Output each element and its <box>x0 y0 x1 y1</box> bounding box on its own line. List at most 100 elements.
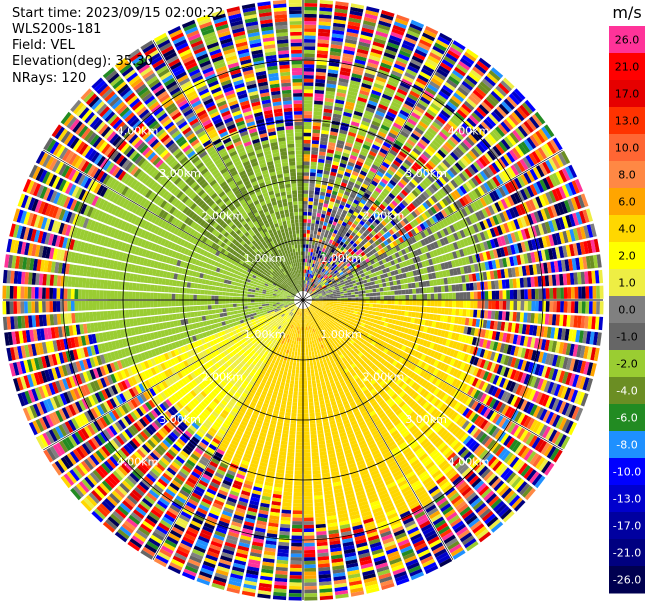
range-gate <box>430 77 443 87</box>
range-gate <box>322 301 327 303</box>
range-gate <box>406 194 414 202</box>
range-gate <box>457 144 467 154</box>
range-gate <box>450 151 459 161</box>
range-gate <box>444 285 449 292</box>
range-gate <box>313 114 322 120</box>
range-gate <box>303 161 310 166</box>
range-gate <box>319 220 324 226</box>
range-gate <box>347 253 353 258</box>
range-gate <box>336 256 341 262</box>
range-gate <box>412 294 417 300</box>
range-gate <box>423 287 427 294</box>
range-gate <box>383 300 388 305</box>
range-gate <box>366 173 374 180</box>
range-gate <box>447 120 458 130</box>
range-gate <box>358 189 365 196</box>
range-gate <box>316 234 320 240</box>
range-gate <box>372 221 378 228</box>
range-gate <box>343 148 351 155</box>
range-gate <box>335 199 341 205</box>
range-gate <box>363 16 377 24</box>
range-gate <box>316 212 321 218</box>
range-gate <box>351 223 357 229</box>
range-gate <box>404 36 417 45</box>
range-gate <box>386 135 395 143</box>
range-gate <box>304 575 317 579</box>
range-gate <box>350 310 354 314</box>
range-gate <box>365 220 372 227</box>
range-gate <box>345 250 350 256</box>
range-gate <box>303 132 311 137</box>
range-gate <box>331 224 336 230</box>
range-gate <box>427 300 431 307</box>
range-gate <box>338 254 343 259</box>
range-gate <box>304 28 316 33</box>
range-gate <box>380 97 391 104</box>
range-gate <box>331 40 343 46</box>
range-gate <box>463 300 467 308</box>
range-gate <box>348 196 354 202</box>
range-gate <box>337 85 348 91</box>
range-gate <box>358 41 371 48</box>
range-gate <box>310 226 315 231</box>
range-gate <box>452 69 464 80</box>
range-gate <box>303 316 305 320</box>
range-gate <box>303 255 306 259</box>
range-gate <box>335 234 340 240</box>
range-gate <box>360 240 366 246</box>
range-gate <box>409 192 417 200</box>
range-gate <box>354 308 359 312</box>
range-gate <box>438 131 448 141</box>
range-gate <box>342 56 354 63</box>
range-gate <box>303 370 307 374</box>
range-gate <box>481 138 492 149</box>
range-gate <box>394 17 409 26</box>
range-gate <box>396 14 410 23</box>
range-gate <box>570 301 575 313</box>
range-gate <box>402 175 410 184</box>
range-gate <box>329 301 334 304</box>
range-gate <box>358 202 365 208</box>
range-gate <box>324 166 331 172</box>
range-gate <box>422 190 430 199</box>
range-gate <box>345 187 352 193</box>
range-gate <box>397 290 402 295</box>
range-gate <box>337 169 345 175</box>
range-gate <box>340 295 345 298</box>
range-gate <box>465 48 479 59</box>
range-gate <box>531 301 536 312</box>
range-gate <box>361 82 372 90</box>
range-gate <box>491 310 496 320</box>
range-gate <box>484 135 494 147</box>
range-gate <box>327 149 335 154</box>
range-gate <box>331 248 336 254</box>
range-gate <box>445 293 449 300</box>
range-gate <box>406 96 417 105</box>
range-gate <box>365 9 379 17</box>
range-gate <box>523 312 528 323</box>
range-gate <box>368 238 375 245</box>
range-gate <box>378 283 383 288</box>
range-gate <box>322 278 326 282</box>
range-gate <box>437 149 447 159</box>
range-gate <box>355 103 365 110</box>
range-gate <box>337 139 345 146</box>
range-gate <box>313 198 319 203</box>
range-gate <box>336 92 346 98</box>
range-gate <box>403 207 411 215</box>
range-gate <box>389 35 402 43</box>
range-gate <box>341 262 347 267</box>
range-gate <box>314 89 325 94</box>
range-gate <box>321 228 326 234</box>
range-gate <box>312 212 317 217</box>
range-gate <box>317 265 320 270</box>
range-gate <box>306 355 309 360</box>
range-gate <box>326 295 330 298</box>
range-gate <box>351 170 359 177</box>
range-gate <box>382 141 392 149</box>
range-gate <box>305 276 307 281</box>
range-gate <box>363 237 369 244</box>
range-gate <box>563 301 568 313</box>
range-gate <box>357 130 367 137</box>
range-gate <box>470 92 482 103</box>
